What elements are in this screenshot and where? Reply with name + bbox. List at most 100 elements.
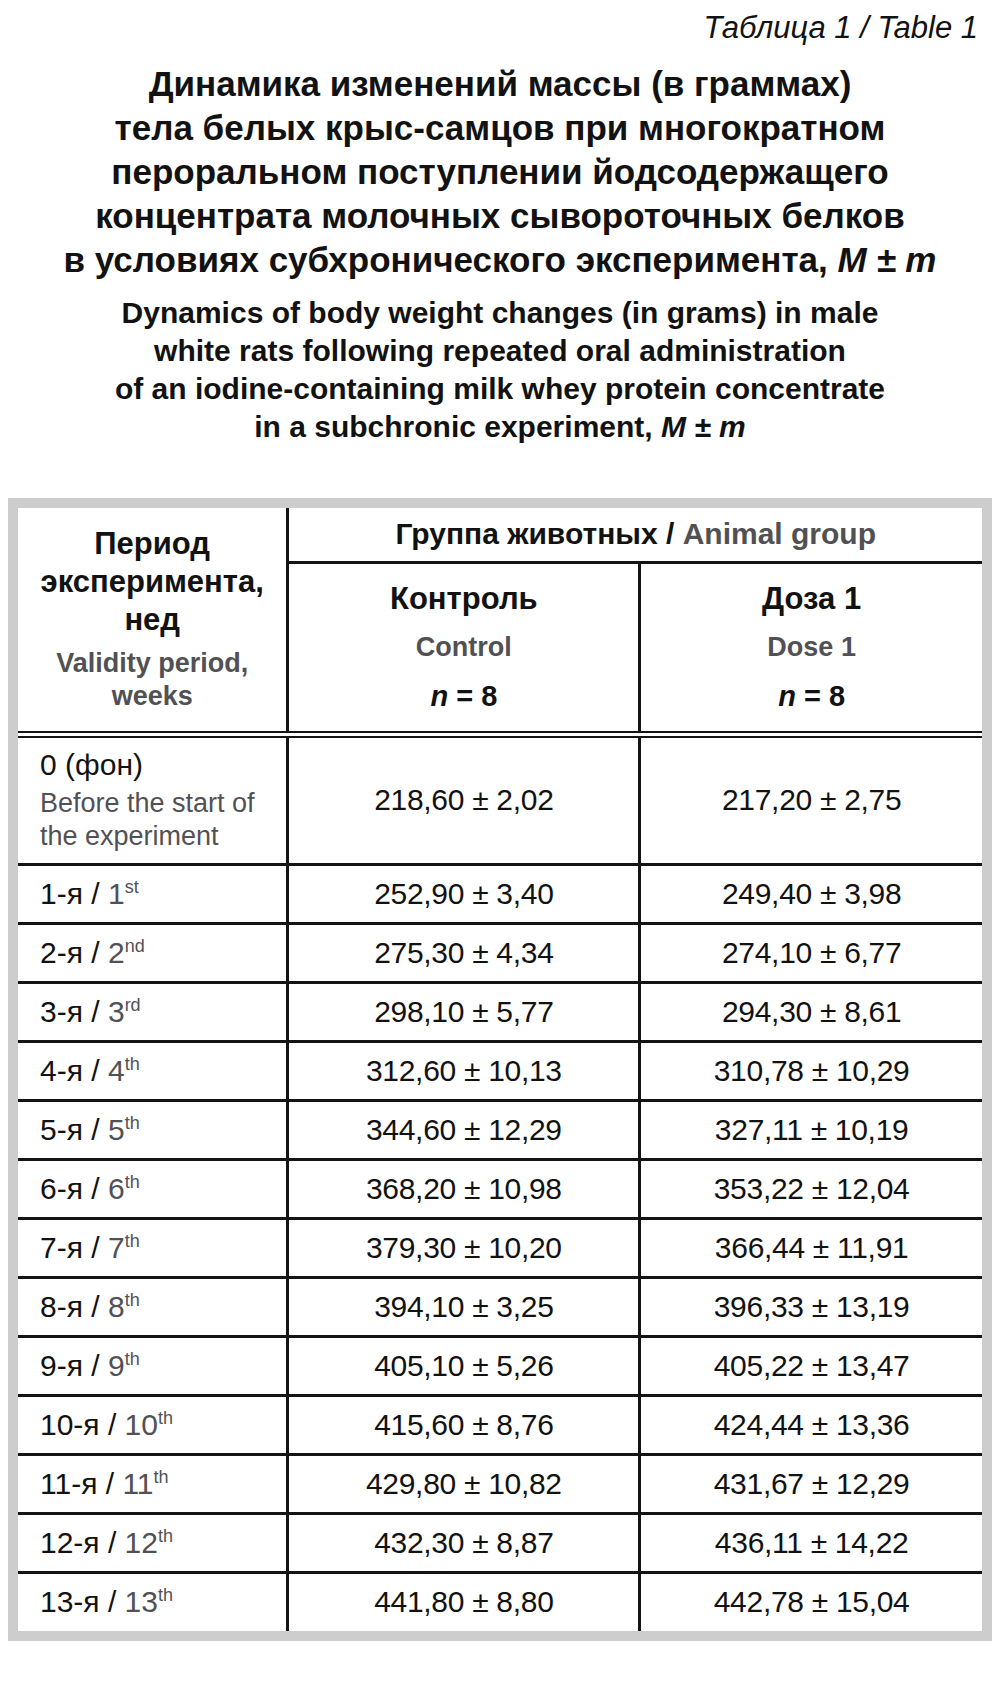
- period-label-ru: 5-я /: [40, 1113, 108, 1146]
- period-label-ru: 12-я /: [40, 1526, 125, 1559]
- period-cell: 1-я / 1st: [18, 864, 288, 923]
- data-table-frame: Период эксперимента, нед Validity period…: [8, 498, 992, 1641]
- period-ordinal-suffix: th: [125, 1113, 140, 1133]
- title-ru-mpm-notation: M ± m: [838, 240, 937, 279]
- period-ordinal-suffix: th: [125, 1231, 140, 1251]
- title-en-line-4: in a subchronic experiment, M ± m: [8, 408, 992, 446]
- control-label-ru: Контроль: [295, 581, 632, 617]
- period-ordinal: 9: [108, 1349, 125, 1382]
- period-cell: 12-я / 12th: [18, 1513, 288, 1572]
- period-label-ru: 6-я /: [40, 1172, 108, 1205]
- period-label-ru: 7-я /: [40, 1231, 108, 1264]
- period-cell: 11-я / 11th: [18, 1454, 288, 1513]
- period-cell: 0 (фон) Before the start of the experime…: [18, 734, 288, 864]
- table-row: 7-я / 7th 379,30 ± 10,20 366,44 ± 11,91: [18, 1218, 982, 1277]
- animal-group-en: Animal group: [683, 517, 876, 550]
- header-row-group: Период эксперимента, нед Validity period…: [18, 508, 982, 562]
- period-ordinal: 7: [108, 1231, 125, 1264]
- title-en-line-2: white rats following repeated oral admin…: [8, 332, 992, 370]
- period-ordinal-suffix: nd: [125, 936, 145, 956]
- period-ordinal-suffix: th: [158, 1408, 173, 1428]
- header-cell-dose1: Доза 1 Dose 1 n = 8: [640, 562, 982, 734]
- control-value-cell: 298,10 ± 5,77: [288, 982, 640, 1041]
- control-value-cell: 312,60 ± 10,13: [288, 1041, 640, 1100]
- period-label-ru: 10-я /: [40, 1408, 125, 1441]
- table-row: 0 (фон) Before the start of the experime…: [18, 734, 982, 864]
- period-ordinal: 8: [108, 1290, 125, 1323]
- table-row: 4-я / 4th 312,60 ± 10,13 310,78 ± 10,29: [18, 1041, 982, 1100]
- table-row: 9-я / 9th 405,10 ± 5,26 405,22 ± 13,47: [18, 1336, 982, 1395]
- period-cell: 3-я / 3rd: [18, 982, 288, 1041]
- control-label-en: Control: [295, 631, 632, 663]
- title-en-line-1: Dynamics of body weight changes (in gram…: [8, 294, 992, 332]
- period-cell: 2-я / 2nd: [18, 923, 288, 982]
- control-value-cell: 415,60 ± 8,76: [288, 1395, 640, 1454]
- period-ordinal-suffix: th: [125, 1172, 140, 1192]
- period-cell: 4-я / 4th: [18, 1041, 288, 1100]
- period-label-ru: 11-я /: [40, 1467, 122, 1500]
- dose1-n-count: n = 8: [647, 679, 976, 713]
- period-cell: 13-я / 13th: [18, 1572, 288, 1631]
- control-value-cell: 379,30 ± 10,20: [288, 1218, 640, 1277]
- dose1-value-cell: 366,44 ± 11,91: [640, 1218, 982, 1277]
- header-cell-animal-group: Группа животных / Animal group: [288, 508, 982, 562]
- table-row: 12-я / 12th 432,30 ± 8,87 436,11 ± 14,22: [18, 1513, 982, 1572]
- dose1-value-cell: 442,78 ± 15,04: [640, 1572, 982, 1631]
- title-english: Dynamics of body weight changes (in gram…: [8, 294, 992, 446]
- period-ordinal-suffix: rd: [125, 995, 141, 1015]
- period-ordinal: 12: [125, 1526, 158, 1559]
- period-ordinal-suffix: th: [154, 1467, 169, 1487]
- header-cell-period: Период эксперимента, нед Validity period…: [18, 508, 288, 734]
- title-ru-line-2: тела белых крыс-самцов при многократном: [8, 106, 992, 150]
- control-value-cell: 394,10 ± 3,25: [288, 1277, 640, 1336]
- control-value-cell: 368,20 ± 10,98: [288, 1159, 640, 1218]
- period-ordinal: 1: [108, 877, 125, 910]
- title-ru-line-4: концентрата молочных сывороточных белков: [8, 194, 992, 238]
- period-label-ru: 13-я /: [40, 1585, 125, 1618]
- table-row: 13-я / 13th 441,80 ± 8,80 442,78 ± 15,04: [18, 1572, 982, 1631]
- control-n-value: = 8: [448, 680, 497, 712]
- control-value-cell: 252,90 ± 3,40: [288, 864, 640, 923]
- header-cell-control: Контроль Control n = 8: [288, 562, 640, 734]
- control-value-cell: 405,10 ± 5,26: [288, 1336, 640, 1395]
- period-label-ru: 3-я /: [40, 995, 108, 1028]
- period-cell: 8-я / 8th: [18, 1277, 288, 1336]
- period-ordinal-suffix: th: [125, 1349, 140, 1369]
- period-ordinal: 11: [122, 1467, 153, 1500]
- period-ordinal: 13: [125, 1585, 158, 1618]
- period-ordinal: 2: [108, 936, 125, 969]
- period-label-ru: 1-я /: [40, 877, 108, 910]
- dose1-label-en: Dose 1: [647, 631, 976, 663]
- dose1-n-value: = 8: [796, 680, 845, 712]
- dose1-value-cell: 274,10 ± 6,77: [640, 923, 982, 982]
- period-ordinal-suffix: th: [125, 1290, 140, 1310]
- title-russian: Динамика изменений массы (в граммах) тел…: [8, 62, 992, 282]
- period-ordinal: 4: [108, 1054, 125, 1087]
- period-label-ru: 4-я /: [40, 1054, 108, 1087]
- period-ordinal: 10: [125, 1408, 158, 1441]
- dose1-n-symbol: n: [778, 680, 796, 712]
- period-cell: 5-я / 5th: [18, 1100, 288, 1159]
- period-ordinal-suffix: th: [158, 1526, 173, 1546]
- period-ordinal: 3: [108, 995, 125, 1028]
- dose1-value-cell: 405,22 ± 13,47: [640, 1336, 982, 1395]
- period-ordinal: 5: [108, 1113, 125, 1146]
- period-cell: 7-я / 7th: [18, 1218, 288, 1277]
- table-row: 10-я / 10th 415,60 ± 8,76 424,44 ± 13,36: [18, 1395, 982, 1454]
- title-en-line-3: of an iodine-containing milk whey protei…: [8, 370, 992, 408]
- dose1-value-cell: 431,67 ± 12,29: [640, 1454, 982, 1513]
- period-ordinal-suffix: st: [125, 877, 139, 897]
- table-row: 6-я / 6th 368,20 ± 10,98 353,22 ± 12,04: [18, 1159, 982, 1218]
- dose1-value-cell: 294,30 ± 8,61: [640, 982, 982, 1041]
- table-body: 0 (фон) Before the start of the experime…: [18, 734, 982, 1631]
- title-ru-line-1: Динамика изменений массы (в граммах): [8, 62, 992, 106]
- period-cell: 6-я / 6th: [18, 1159, 288, 1218]
- table-caption-text: Таблица 1 / Table 1: [703, 10, 978, 45]
- period-label-ru: 9-я /: [40, 1349, 108, 1382]
- control-value-cell: 218,60 ± 2,02: [288, 734, 640, 864]
- period-header-en: Validity period, weeks: [26, 647, 278, 713]
- dose1-value-cell: 436,11 ± 14,22: [640, 1513, 982, 1572]
- dose1-value-cell: 249,40 ± 3,98: [640, 864, 982, 923]
- dose1-value-cell: 310,78 ± 10,29: [640, 1041, 982, 1100]
- period-ordinal-suffix: th: [158, 1585, 173, 1605]
